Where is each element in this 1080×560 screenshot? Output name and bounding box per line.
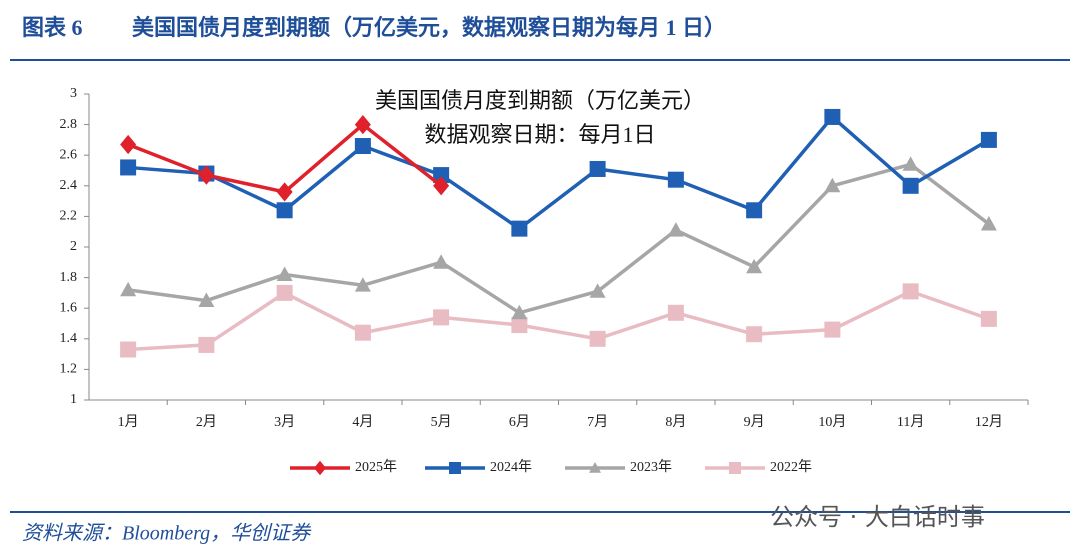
marker (198, 336, 215, 353)
x-tick-label: 3月 (274, 414, 295, 430)
marker (276, 182, 293, 202)
marker (667, 171, 684, 188)
x-tick-label: 2月 (196, 414, 217, 430)
y-tick-label: 1 (70, 392, 77, 407)
series-line (127, 114, 990, 231)
marker (276, 202, 293, 219)
x-tick-label: 6月 (509, 414, 530, 430)
chart-subtitle: 数据观察日期：每月1日 (424, 122, 655, 147)
marker (354, 138, 371, 155)
marker (198, 165, 215, 185)
x-tick-label: 7月 (587, 414, 608, 430)
marker (511, 317, 528, 334)
x-tick-label: 9月 (744, 414, 765, 430)
marker (667, 304, 684, 321)
marker (433, 167, 450, 184)
marker (449, 462, 461, 474)
y-tick-label: 1.2 (60, 362, 78, 377)
chart-title: 美国国债月度到期额（万亿美元） (375, 88, 705, 113)
marker (746, 258, 763, 274)
marker (746, 202, 763, 219)
marker (120, 134, 137, 155)
marker (746, 326, 763, 343)
marker (589, 160, 606, 177)
legend-label: 2022年 (770, 459, 812, 475)
x-tick-label: 8月 (665, 414, 686, 430)
marker (433, 309, 450, 326)
marker (589, 330, 606, 347)
watermark: 公众号 · 大白话时事 (770, 503, 985, 531)
marker (198, 292, 215, 307)
series-line (128, 289, 990, 352)
y-tick-label: 2.2 (60, 209, 78, 224)
marker (902, 156, 919, 171)
marker (980, 310, 997, 327)
marker (120, 281, 137, 297)
figure-title: 美国国债月度到期额（万亿美元，数据观察日期为每月 1 日） (132, 15, 726, 40)
marker (667, 222, 684, 237)
y-tick-label: 2.4 (60, 178, 78, 193)
marker (433, 254, 450, 269)
marker (433, 176, 450, 196)
marker (314, 460, 326, 476)
y-tick-label: 1.4 (60, 331, 78, 346)
x-tick-label: 10月 (818, 414, 846, 430)
legend-label: 2023年 (630, 459, 672, 475)
x-tick-label: 4月 (352, 414, 373, 430)
series-line (127, 162, 990, 315)
marker (980, 216, 997, 231)
y-tick-label: 1.6 (60, 300, 78, 315)
y-tick-label: 2 (70, 239, 77, 254)
source: 资料来源：Bloomberg，华创证券 (22, 523, 312, 545)
marker (589, 283, 606, 298)
marker (589, 462, 601, 473)
marker (120, 341, 137, 358)
x-tick-label: 12月 (975, 414, 1003, 430)
marker (354, 324, 371, 341)
marker (824, 108, 841, 125)
y-tick-label: 2.8 (60, 117, 78, 132)
marker (120, 159, 137, 176)
x-tick-label: 5月 (431, 414, 452, 430)
legend-label: 2024年 (490, 459, 532, 475)
marker (511, 304, 528, 320)
marker (354, 115, 371, 135)
x-tick-label: 1月 (118, 414, 139, 430)
marker (511, 220, 528, 237)
marker (980, 131, 997, 148)
y-tick-label: 3 (70, 86, 77, 101)
marker (902, 177, 919, 194)
marker (824, 177, 841, 193)
figure-label: 图表 6 (22, 15, 83, 40)
marker (276, 266, 293, 281)
marker (354, 277, 371, 292)
x-tick-label: 11月 (897, 414, 924, 430)
y-tick-label: 1.8 (60, 270, 78, 285)
marker (824, 321, 841, 338)
y-tick-label: 2.6 (60, 147, 78, 162)
marker (276, 284, 293, 301)
marker (902, 283, 919, 300)
legend-label: 2025年 (355, 459, 397, 475)
marker (729, 462, 741, 474)
